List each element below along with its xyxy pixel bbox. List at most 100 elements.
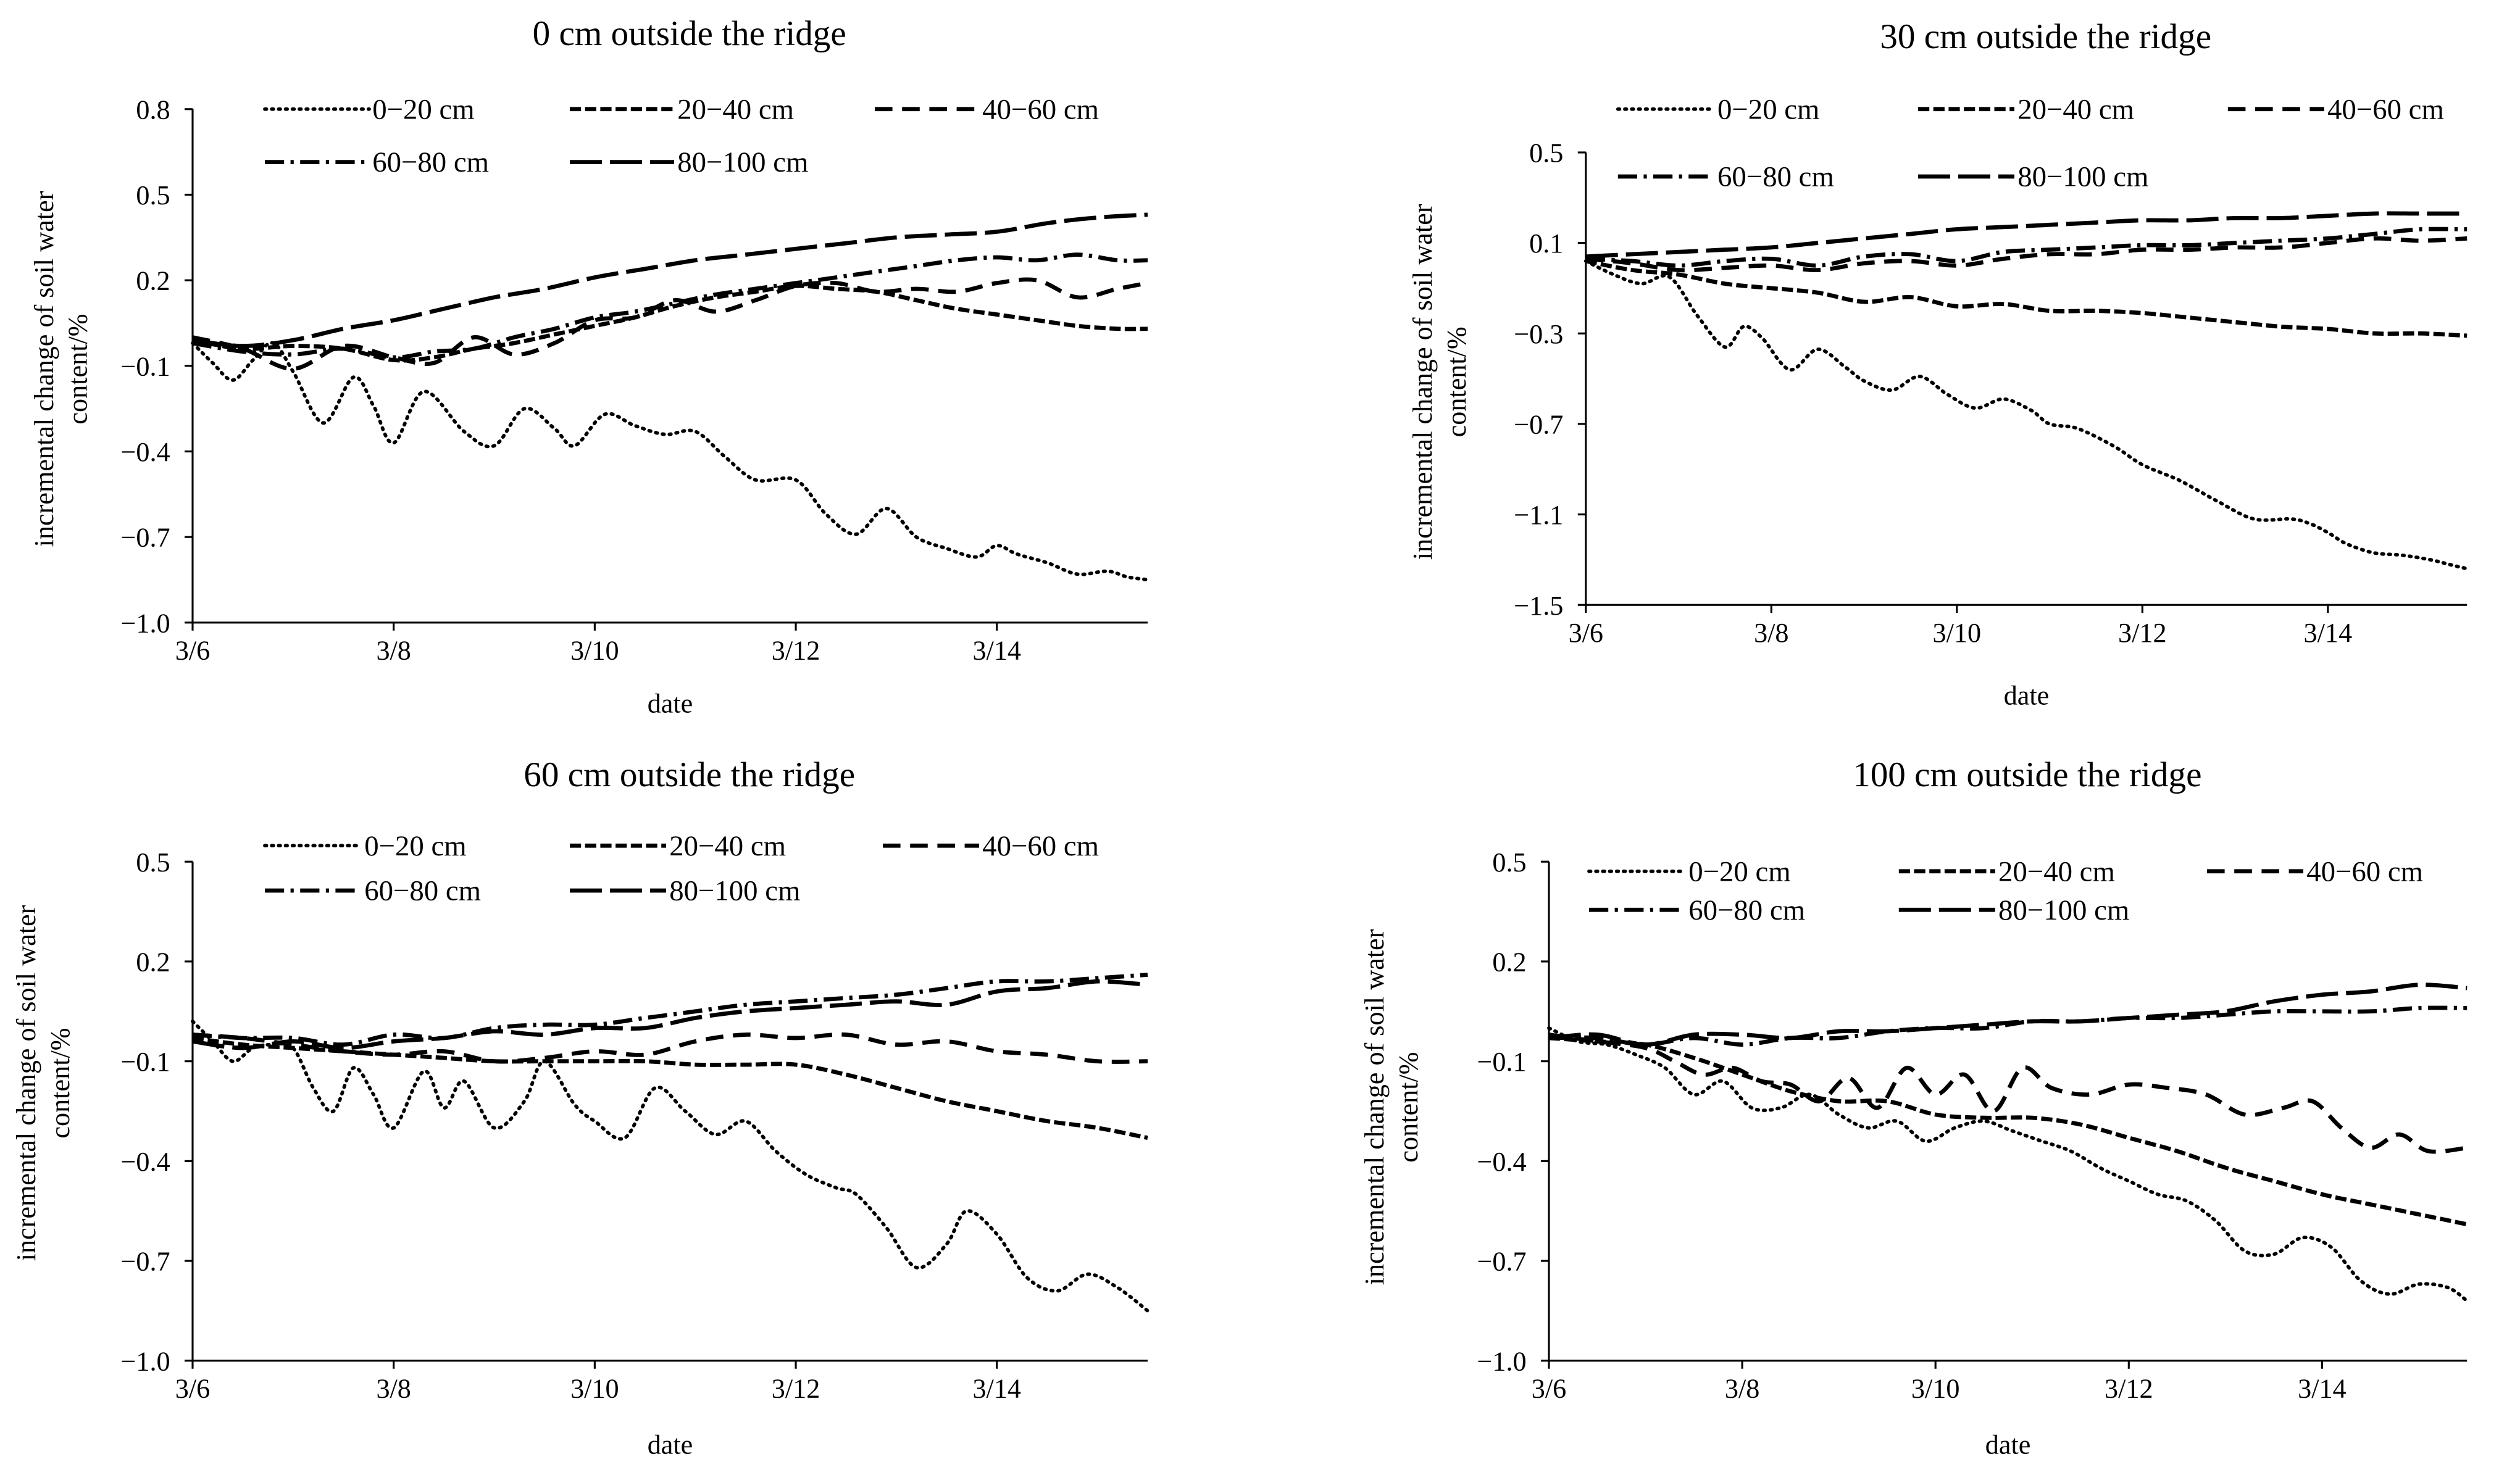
x-tick-label: 3/12	[772, 1374, 820, 1404]
y-tick-label: −1.5	[1514, 591, 1563, 621]
y-tick-label: 0.5	[136, 847, 170, 878]
legend-label: 80−100 cm	[2017, 161, 2148, 193]
y-tick-label: −0.4	[120, 437, 170, 467]
x-tick-label: 3/10	[570, 636, 619, 666]
legend-label: 0−20 cm	[1688, 855, 1790, 887]
series-line	[192, 252, 1148, 360]
legend-label: 20−40 cm	[1998, 855, 2115, 887]
legend-label: 20−40 cm	[677, 93, 794, 125]
x-tick-label: 3/10	[1933, 618, 1982, 648]
x-tick-label: 3/10	[1911, 1374, 1960, 1404]
series-line	[192, 283, 1148, 363]
x-axis-label: date	[2004, 680, 2050, 710]
chart-title: 0 cm outside the ridge	[533, 14, 846, 53]
x-tick-label: 3/14	[972, 1374, 1021, 1404]
x-tick-label: 3/10	[570, 1374, 619, 1404]
chart-panel: 60 cm outside the ridge 0.5 0.2 −0.1 −0.4 −0.…	[11, 755, 1149, 1460]
series-line	[1548, 1036, 2468, 1227]
legend-label: 60−80 cm	[1688, 894, 1805, 926]
y-axis-label: incremental change of soil water content/…	[29, 191, 93, 547]
y-tick-label: −1.0	[120, 608, 170, 638]
series-line	[192, 1032, 1148, 1064]
x-tick-label: 3/6	[1569, 618, 1603, 648]
y-axis-label: incremental change of soil water content/…	[1359, 929, 1424, 1285]
chart-title: 30 cm outside the ridge	[1880, 17, 2211, 56]
series-line	[1583, 259, 2469, 571]
x-tick-label: 3/12	[2105, 1374, 2153, 1404]
series-line	[192, 277, 1148, 371]
x-tick-label: 3/12	[2118, 618, 2167, 648]
legend-label: 40−60 cm	[982, 93, 1099, 125]
series-line	[1548, 983, 2468, 1047]
y-axis-label: incremental change of soil water content/…	[11, 905, 75, 1261]
series-line	[192, 1036, 1148, 1140]
y-tick-label: 0.5	[1529, 138, 1563, 168]
x-tick-label: 3/12	[772, 636, 820, 666]
y-tick-label: 0.2	[136, 266, 170, 296]
legend-label: 60−80 cm	[1717, 161, 1834, 193]
y-tick-label: −0.7	[1477, 1247, 1526, 1277]
series-line	[1585, 211, 2468, 259]
legend-label: 20−40 cm	[669, 830, 786, 862]
y-tick-label: 0.2	[136, 947, 170, 978]
series-line	[192, 979, 1148, 1050]
chart-panel: 0 cm outside the ridge 0.8 0.5 0.2 −0.1 −0.4 −…	[29, 14, 1149, 718]
y-tick-label: 0.5	[136, 180, 170, 210]
y-axis-label: incremental change of soil water content/…	[1408, 204, 1472, 560]
legend-label: 80−100 cm	[677, 146, 808, 178]
series-line	[1585, 259, 2468, 338]
x-tick-label: 3/14	[2304, 618, 2353, 648]
x-tick-label: 3/8	[1725, 1374, 1759, 1404]
y-tick-label: −0.3	[1514, 319, 1563, 349]
chart-panel: 30 cm outside the ridge 0.5 0.1 −0.3 −0.7 −1.…	[1408, 17, 2469, 710]
x-tick-label: 3/8	[376, 636, 411, 666]
y-tick-label: −0.1	[120, 351, 170, 381]
y-tick-label: 0.1	[1529, 228, 1563, 259]
legend-label: 80−100 cm	[669, 875, 800, 907]
legend-label: 60−80 cm	[364, 875, 481, 907]
series-line	[192, 973, 1148, 1047]
x-tick-label: 3/14	[2298, 1374, 2347, 1404]
x-axis-label: date	[648, 1430, 693, 1460]
legend-label: 40−60 cm	[982, 830, 1099, 862]
x-tick-label: 3/6	[175, 1374, 210, 1404]
x-axis-label: date	[648, 688, 693, 718]
legend-label: 40−60 cm	[2306, 855, 2423, 887]
legend-label: 60−80 cm	[372, 146, 489, 178]
x-tick-label: 3/8	[1754, 618, 1788, 648]
series-line	[191, 341, 1149, 582]
series-line	[1547, 1026, 2469, 1303]
legend-label: 0−20 cm	[1717, 93, 1819, 125]
series-line	[1548, 1032, 2468, 1154]
series-line	[192, 212, 1148, 348]
y-tick-label: 0.5	[1492, 847, 1526, 878]
y-tick-label: −1.0	[1477, 1346, 1526, 1376]
series-line	[1585, 236, 2468, 273]
legend-label: 0−20 cm	[364, 830, 466, 862]
y-tick-label: −0.7	[120, 1247, 170, 1277]
y-tick-label: −0.1	[120, 1047, 170, 1077]
y-tick-label: 0.2	[1492, 947, 1526, 978]
series-line	[1585, 226, 2468, 268]
x-tick-label: 3/14	[972, 636, 1021, 666]
legend-label: 0−20 cm	[372, 93, 474, 125]
x-tick-label: 3/6	[1532, 1374, 1566, 1404]
y-tick-label: −0.7	[1514, 410, 1563, 440]
legend-label: 40−60 cm	[2327, 93, 2444, 125]
x-tick-label: 3/8	[376, 1374, 411, 1404]
chart-panel: 100 cm outside the ridge 0.5 0.2 −0.1 −0.4 −0…	[1359, 755, 2469, 1460]
x-axis-label: date	[1985, 1430, 2031, 1460]
series-line	[1548, 1005, 2468, 1047]
y-tick-label: −0.1	[1477, 1047, 1526, 1077]
y-tick-label: −0.4	[1477, 1147, 1526, 1177]
chart-title: 60 cm outside the ridge	[524, 755, 855, 794]
legend-label: 20−40 cm	[2017, 93, 2134, 125]
y-tick-label: −0.7	[120, 523, 170, 553]
y-tick-label: −0.4	[120, 1147, 170, 1177]
series-line	[191, 1020, 1149, 1313]
y-tick-label: −1.1	[1514, 500, 1563, 530]
x-tick-label: 3/6	[175, 636, 210, 666]
legend-label: 80−100 cm	[1998, 894, 2129, 926]
y-tick-label: 0.8	[136, 94, 170, 125]
